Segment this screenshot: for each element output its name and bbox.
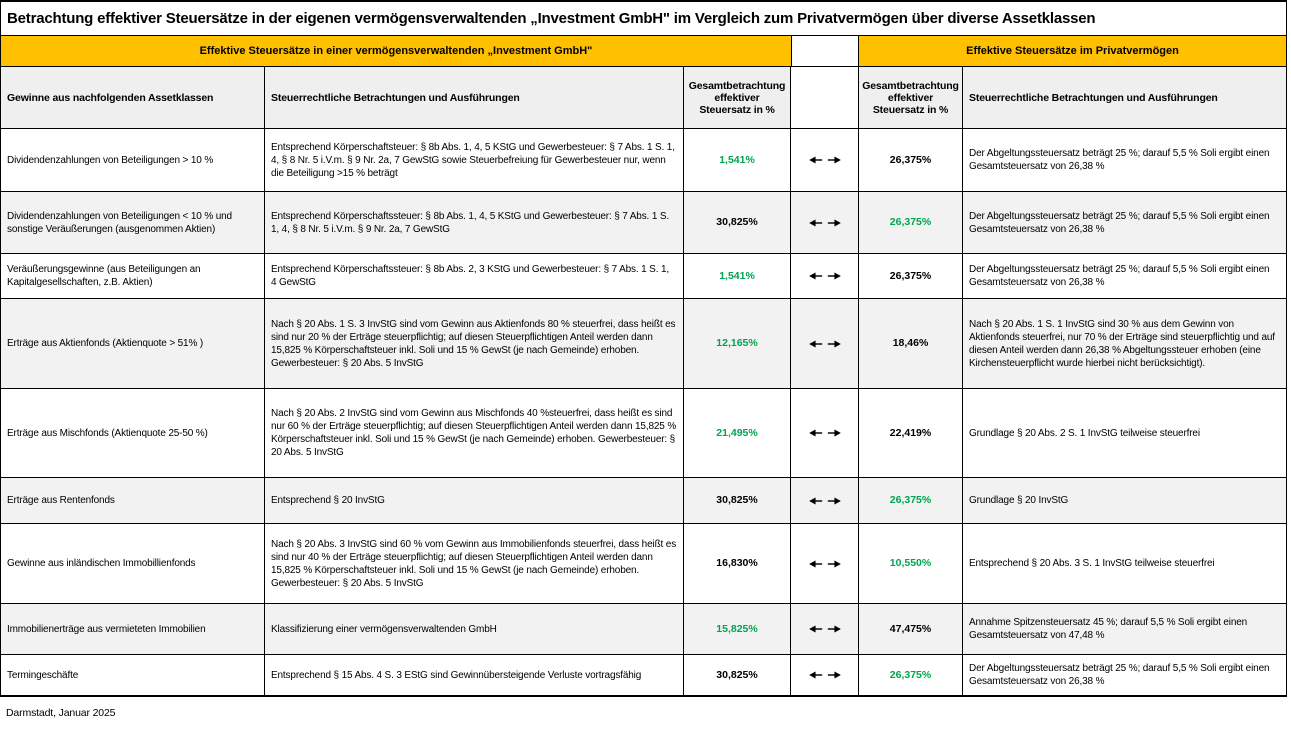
gmbh-notes-cell: Entsprechend § 20 InvStG [265,478,684,523]
compare-arrow-cell [791,478,859,523]
privat-rate-cell: 26,375% [859,254,963,298]
header-privat-rate: Gesamtbetrachtung effektiver Steuersatz … [859,67,963,128]
table-row: Dividendenzahlungen von Beteiligungen > … [1,129,1286,192]
gmbh-notes-cell: Nach § 20 Abs. 3 InvStG sind 60 % vom Ge… [265,524,684,603]
asset-class-cell: Dividendenzahlungen von Beteiligungen > … [1,129,265,191]
table-row: Erträge aus Rentenfonds Entsprechend § 2… [1,478,1286,524]
gmbh-rate-cell: 15,825% [684,604,791,654]
left-right-arrow-icon [808,340,841,347]
privat-notes-cell: Entsprechend § 20 Abs. 3 S. 1 InvStG tei… [969,558,1215,569]
compare-arrow-cell [791,192,859,253]
asset-class-cell: Gewinne aus inländischen Immobillienfond… [1,524,265,603]
privat-notes-cell: Annahme Spitzensteuersatz 45 %; darauf 5… [969,617,1248,641]
header-asset-classes: Gewinne aus nachfolgenden Assetklassen [1,67,265,128]
compare-arrow-cell [791,254,859,298]
section-header-gmbh: Effektive Steuersätze in einer vermögens… [1,36,791,66]
table-row: Gewinne aus inländischen Immobillienfond… [1,524,1286,604]
gmbh-rate-cell: 1,541% [684,129,791,191]
table-row: Erträge aus Mischfonds (Aktienquote 25-5… [1,389,1286,478]
privat-rate-cell: 18,46% [859,299,963,388]
section-band-gap [791,36,859,66]
left-right-arrow-icon [808,429,841,437]
compare-arrow-cell [791,604,859,654]
section-band-row: Effektive Steuersätze in einer vermögens… [1,36,1286,67]
privat-rate-cell: 26,375% [859,129,963,191]
title-row: Betrachtung effektiver Steuersätze in de… [1,2,1286,36]
tax-comparison-table: Betrachtung effektiver Steuersätze in de… [0,0,1287,697]
gmbh-notes-cell: Nach § 20 Abs. 1 S. 3 InvStG sind vom Ge… [265,299,684,388]
compare-arrow-cell [791,524,859,603]
privat-rate-cell: 26,375% [859,655,963,695]
compare-arrow-cell [791,655,859,695]
gmbh-notes-cell: Entsprechend Körperschaftssteuer: § 8b A… [265,254,684,298]
left-right-arrow-icon [808,156,841,164]
privat-notes-cell: Nach § 20 Abs. 1 S. 1 InvStG sind 30 % a… [969,318,1275,369]
compare-arrow-cell [791,129,859,191]
table-row: Termingeschäfte Entsprechend § 15 Abs. 4… [1,655,1286,696]
gmbh-rate-cell: 30,825% [684,192,791,253]
section-header-privatvermoegen: Effektive Steuersätze im Privatvermögen [859,36,1286,66]
asset-class-cell: Erträge aus Aktienfonds (Aktienquote > 5… [1,299,265,388]
compare-arrow-cell [791,389,859,477]
asset-class-cell: Immobilienerträge aus vermieteten Immobi… [1,604,265,654]
left-right-arrow-icon [808,560,841,567]
privat-rate-cell: 10,550% [859,524,963,603]
header-privat-notes: Steuerrechtliche Betrachtungen und Ausfü… [963,67,1286,128]
privat-notes-cell: Grundlage § 20 InvStG [969,495,1069,506]
gmbh-notes-cell: Entsprechend Körperschaftssteuer: § 8b A… [265,192,684,253]
column-header-row: Gewinne aus nachfolgenden Assetklassen S… [1,67,1286,129]
gmbh-notes-cell: Nach § 20 Abs. 2 InvStG sind vom Gewinn … [265,389,684,477]
table-row: Immobilienerträge aus vermieteten Immobi… [1,604,1286,655]
header-gmbh-rate: Gesamtbetrachtung effektiver Steuersatz … [684,67,791,128]
asset-class-cell: Erträge aus Rentenfonds [1,478,265,523]
gmbh-notes-cell: Entsprechend § 15 Abs. 4 S. 3 EStG sind … [265,655,684,695]
footer-location-date: Darmstadt, Januar 2025 [6,707,116,719]
privat-rate-cell: 47,475% [859,604,963,654]
asset-class-cell: Dividendenzahlungen von Beteiligungen < … [1,192,265,253]
gmbh-rate-cell: 1,541% [684,254,791,298]
left-right-arrow-icon [808,671,841,679]
table-row: Veräußerungsgewinne (aus Beteiligungen a… [1,254,1286,299]
gmbh-notes-cell: Entsprechend Körperschaftsteuer: § 8b Ab… [265,129,684,191]
gmbh-rate-cell: 30,825% [684,655,791,695]
gmbh-rate-cell: 12,165% [684,299,791,388]
gmbh-rate-cell: 30,825% [684,478,791,523]
table-body: Dividendenzahlungen von Beteiligungen > … [1,129,1286,696]
asset-class-cell: Erträge aus Mischfonds (Aktienquote 25-5… [1,389,265,477]
left-right-arrow-icon [808,219,841,226]
privat-notes-cell: Grundlage § 20 Abs. 2 S. 1 InvStG teilwe… [969,427,1200,439]
privat-notes-cell: Der Abgeltungssteuersatz beträgt 25 %; d… [969,210,1270,235]
left-right-arrow-icon [808,497,841,504]
privat-rate-cell: 22,419% [859,389,963,477]
gmbh-notes-cell: Klassifizierung einer vermögensverwalten… [265,604,684,654]
left-right-arrow-icon [808,625,841,633]
privat-notes-cell: Der Abgeltungssteuersatz beträgt 25 %; d… [969,264,1270,288]
page-title: Betrachtung effektiver Steuersätze in de… [7,10,1096,27]
header-gmbh-notes: Steuerrechtliche Betrachtungen und Ausfü… [265,67,684,128]
left-right-arrow-icon [808,272,841,280]
privat-rate-cell: 26,375% [859,478,963,523]
asset-class-cell: Termingeschäfte [1,655,265,695]
table-row: Dividendenzahlungen von Beteiligungen < … [1,192,1286,254]
privat-notes-cell: Der Abgeltungssteuersatz beträgt 25 %; d… [969,663,1270,687]
gmbh-rate-cell: 16,830% [684,524,791,603]
asset-class-cell: Veräußerungsgewinne (aus Beteiligungen a… [1,254,265,298]
header-arrow-spacer [791,67,859,128]
gmbh-rate-cell: 21,495% [684,389,791,477]
privat-notes-cell: Der Abgeltungssteuersatz beträgt 25 %; d… [969,148,1270,172]
privat-rate-cell: 26,375% [859,192,963,253]
table-row: Erträge aus Aktienfonds (Aktienquote > 5… [1,299,1286,389]
compare-arrow-cell [791,299,859,388]
